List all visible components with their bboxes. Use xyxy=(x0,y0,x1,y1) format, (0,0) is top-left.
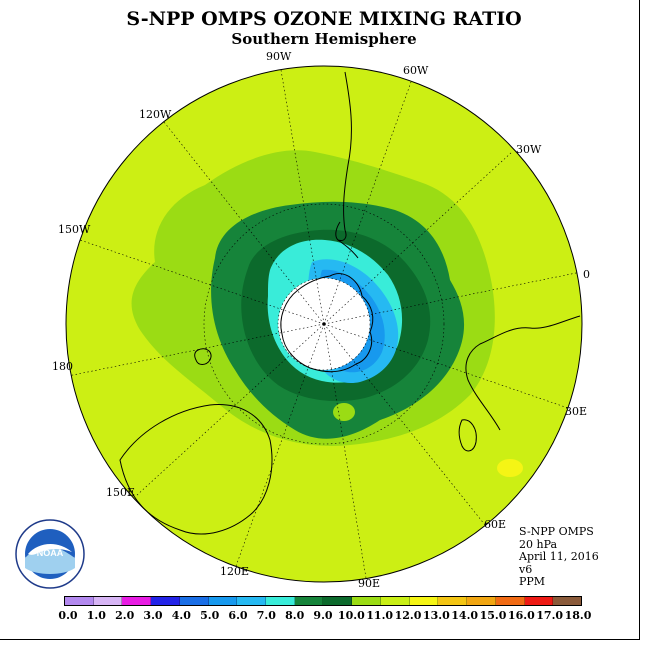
lon-label-60e: 60E xyxy=(484,518,507,531)
lon-label-60w: 60W xyxy=(403,64,429,77)
colorbar-tick-label: 2.0 xyxy=(115,609,135,622)
lon-label-180: 180 xyxy=(52,360,73,373)
antarctica-coastline xyxy=(280,273,374,373)
colorbar-swatch xyxy=(151,597,180,605)
pressure-level-label: 20 hPa xyxy=(519,537,558,551)
lon-label-0: 0 xyxy=(583,268,590,281)
colorbar-swatch xyxy=(553,597,581,605)
image-frame xyxy=(0,0,640,640)
colorbar-swatch xyxy=(122,597,152,605)
units-label: PPM xyxy=(519,575,546,588)
australia-coastline xyxy=(119,404,273,535)
lon-label-30e: 30E xyxy=(565,405,588,418)
colorbar-swatch xyxy=(409,597,439,605)
colorbar-tick-label: 9.0 xyxy=(313,609,333,622)
colorbar-tick-label: 6.0 xyxy=(228,609,248,622)
colorbar-tick-label: 14.0 xyxy=(451,609,479,622)
colorbar-tick-label: 5.0 xyxy=(200,609,220,622)
africa-coastline xyxy=(465,315,581,431)
colorbar-swatch xyxy=(323,597,353,605)
colorbar-tick-label: 15.0 xyxy=(479,609,507,622)
colorbar-tick-label: 4.0 xyxy=(171,609,191,622)
lon-label-150w: 150W xyxy=(58,223,91,236)
colorbar-swatch xyxy=(237,597,267,605)
instrument-label: S-NPP OMPS xyxy=(519,525,594,538)
colorbar-swatch xyxy=(208,597,238,605)
colorbar-swatch xyxy=(438,597,468,605)
south-america-coastline xyxy=(335,71,352,241)
colorbar xyxy=(64,596,582,606)
colorbar-swatch xyxy=(65,597,94,605)
south-america-tip xyxy=(337,239,359,259)
colorbar-tick-label: 1.0 xyxy=(86,609,106,622)
colorbar-swatch xyxy=(93,597,123,605)
colorbar-tick-label: 7.0 xyxy=(256,609,276,622)
ozone-blob-south xyxy=(333,403,355,421)
lon-label-120e: 120E xyxy=(220,565,250,578)
noaa-logo-icon: NOAA xyxy=(15,519,85,589)
lon-label-30w: 30W xyxy=(516,143,542,156)
logo-text: NOAA xyxy=(37,548,64,558)
colorbar-tick-label: 0.0 xyxy=(58,609,78,622)
south-pole-marker xyxy=(322,322,326,326)
colorbar-swatch xyxy=(524,597,554,605)
colorbar-tick-label: 18.0 xyxy=(564,609,592,622)
colorbar-tick-label: 8.0 xyxy=(285,609,305,622)
colorbar-swatch xyxy=(352,597,381,605)
colorbar-tick-label: 16.0 xyxy=(507,609,535,622)
lon-label-90w: 90W xyxy=(266,50,292,63)
colorbar-swatch xyxy=(266,597,295,605)
lon-label-120w: 120W xyxy=(139,108,172,121)
meridian-grid xyxy=(67,69,582,579)
info-block: S-NPP OMPS 20 hPa April 11, 2016 v6 PPM xyxy=(519,525,599,589)
colorbar-tick-label: 11.0 xyxy=(366,609,394,622)
colorbar-swatch xyxy=(294,597,324,605)
ozone-blob-yellow xyxy=(497,459,523,477)
lon-label-150e: 150E xyxy=(106,486,136,499)
colorbar-swatch xyxy=(467,597,496,605)
latitude-grid xyxy=(203,203,445,445)
version-label: v6 xyxy=(519,562,533,576)
colorbar-swatch xyxy=(380,597,410,605)
map-title: S-NPP OMPS OZONE MIXING RATIO xyxy=(126,8,522,30)
colorbar-swatch xyxy=(495,597,525,605)
colorbar-swatch xyxy=(179,597,209,605)
colorbar-tick-label: 17.0 xyxy=(536,609,564,622)
colorbar-tick-label: 10.0 xyxy=(337,609,365,622)
colorbar-tick-label: 3.0 xyxy=(143,609,163,622)
map-subtitle: Southern Hemisphere xyxy=(231,30,417,48)
map-boundary xyxy=(65,65,583,583)
colorbar-tick-label: 13.0 xyxy=(422,609,450,622)
new-zealand-coastline xyxy=(194,348,212,365)
madagascar-coastline xyxy=(458,419,477,452)
date-label: April 11, 2016 xyxy=(519,550,599,563)
lon-label-90e: 90E xyxy=(358,577,381,590)
colorbar-tick-label: 12.0 xyxy=(394,609,422,622)
